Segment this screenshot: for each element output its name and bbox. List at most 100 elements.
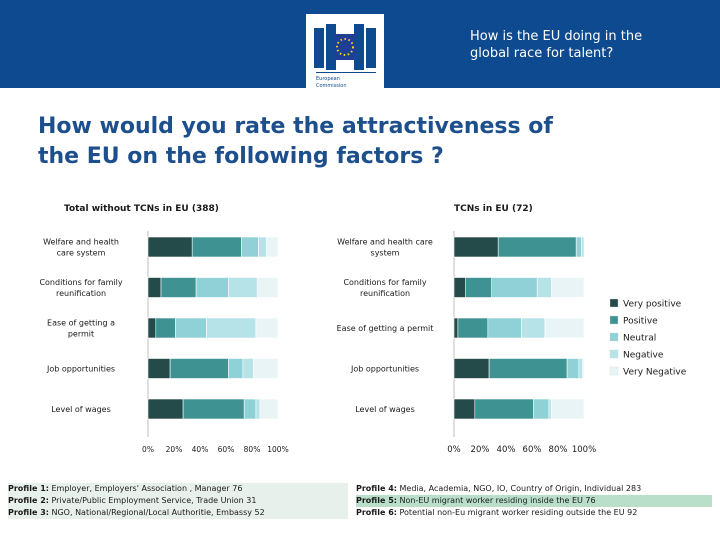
chart-1-bar-2-very-negative bbox=[256, 277, 279, 298]
profile-2-label: Profile 2: bbox=[8, 496, 49, 505]
chart-2-bar-3-neutral bbox=[487, 317, 522, 339]
profile-1: Profile 1: Employer, Employers' Associat… bbox=[8, 483, 348, 495]
profile-6-text: Potential non-Eu migrant worker residing… bbox=[396, 508, 638, 517]
legend-swatch-5 bbox=[609, 366, 619, 376]
chart-1-category-label-3-line-2: permit bbox=[68, 330, 94, 339]
chart-2-category-label-1-line-1: Welfare and health care bbox=[337, 238, 433, 247]
profile-list: Profile 1: Employer, Employers' Associat… bbox=[0, 483, 720, 519]
logo-text-european: European bbox=[316, 76, 340, 82]
chart-2-bar-3-very-positive bbox=[453, 317, 459, 339]
chart-1-bar-1-positive bbox=[191, 236, 242, 258]
chart-2-bar-3-positive bbox=[457, 317, 489, 339]
profile-1-label: Profile 1: bbox=[8, 484, 49, 493]
chart-2-category-label-2-line-1: Conditions for family bbox=[343, 278, 426, 287]
question-title: How would you rate the attractiveness of… bbox=[38, 112, 698, 172]
chart-1-category-label-1-line-1: Welfare and health bbox=[43, 238, 119, 247]
chart-2-x-tick-5: 80% bbox=[549, 445, 568, 455]
profile-1-text: Employer, Employers' Association , Manag… bbox=[48, 484, 243, 493]
chart-2-bar-1-positive bbox=[497, 236, 577, 258]
profile-5: Profile 5: Non-EU migrant worker residin… bbox=[356, 495, 712, 507]
profile-2: Profile 2: Private/Public Employment Ser… bbox=[8, 495, 348, 507]
chart-2-bar-5-neutral bbox=[532, 398, 550, 420]
chart-2-bar-3-negative bbox=[521, 317, 546, 339]
chart-1-bar-3-neutral bbox=[175, 317, 207, 339]
legend-swatch-4 bbox=[609, 349, 619, 359]
profile-4-text: Media, Academia, NGO, IO, Country of Ori… bbox=[396, 484, 642, 493]
chart-1-bar-4-very-negative bbox=[253, 358, 279, 379]
chart-1-bar-1-very-positive bbox=[147, 236, 193, 258]
profile-4-label: Profile 4: bbox=[356, 484, 397, 493]
chart-1-bar-1-very-negative bbox=[265, 236, 279, 258]
chart-1-category-label-2-line-2: reunification bbox=[56, 289, 106, 298]
chart-1-bar-3-positive bbox=[155, 317, 176, 339]
chart-2-category-label-2-line-2: reunification bbox=[360, 289, 410, 298]
slide-title-line-1: How is the EU doing in the bbox=[470, 29, 643, 44]
chart-1-x-tick-5: 80% bbox=[244, 445, 261, 454]
chart-1-title: Total without TCNs in EU (388) bbox=[64, 204, 219, 214]
chart-2-bar-1-neutral bbox=[575, 236, 582, 258]
question-title-line-2: the EU on the following factors ? bbox=[38, 144, 444, 169]
profile-3: Profile 3: NGO, National/Regional/Local … bbox=[8, 507, 348, 519]
chart-1-x-tick-6: 100% bbox=[267, 445, 288, 454]
chart-1-bar-1-negative bbox=[258, 236, 267, 258]
chart-2-bar-5-very-positive bbox=[453, 398, 476, 420]
chart-1-bar-3-very-negative bbox=[255, 317, 279, 339]
profile-row-3: Profile 3: NGO, National/Regional/Local … bbox=[0, 507, 720, 519]
chart-2-x-tick-1: 0% bbox=[447, 445, 461, 455]
profile-2-text: Private/Public Employment Service, Trade… bbox=[48, 496, 257, 505]
chart-2-bar-2-very-positive bbox=[453, 277, 466, 298]
chart-1-bar-4-neutral bbox=[228, 358, 244, 379]
chart-2-bar-3-very-negative bbox=[544, 317, 585, 339]
legend-label-4: Negative bbox=[623, 351, 664, 361]
chart-1-bar-3-negative bbox=[206, 317, 257, 339]
chart-1-category-label-5-line-1: Level of wages bbox=[51, 405, 111, 414]
chart-2-bar-4-neutral bbox=[566, 358, 580, 379]
profile-5-label: Profile 5: bbox=[356, 496, 397, 505]
chart-1-bar-4-negative bbox=[242, 358, 254, 379]
chart-1-x-tick-3: 40% bbox=[192, 445, 209, 454]
header: European Commission How is the EU doing … bbox=[0, 0, 720, 104]
chart-2-bar-2-positive bbox=[465, 277, 493, 298]
chart-2-bar-1-negative bbox=[581, 236, 585, 258]
chart-1-bar-5-very-positive bbox=[147, 398, 184, 420]
stacked-bar-charts: Total without TCNs in EU (388) Welfare an… bbox=[39, 204, 686, 455]
chart-2-bar-4-negative bbox=[578, 358, 583, 379]
legend-swatch-1 bbox=[609, 298, 619, 308]
chart-1-bar-5-neutral bbox=[243, 398, 257, 420]
chart-1-bar-2-positive bbox=[160, 277, 197, 298]
european-commission-logo: European Commission bbox=[306, 14, 384, 100]
chart-2-bar-5-very-negative bbox=[551, 398, 585, 420]
chart-2-category-label-3-line-1: Ease of getting a permit bbox=[337, 324, 434, 333]
legend-swatch-2 bbox=[609, 315, 619, 325]
profile-4: Profile 4: Media, Academia, NGO, IO, Cou… bbox=[356, 483, 712, 495]
chart-2-category-label-4-line-1: Job opportunities bbox=[350, 365, 419, 374]
chart-2-x-tick-3: 40% bbox=[497, 445, 516, 455]
profile-6: Profile 6: Potential non-Eu migrant work… bbox=[356, 507, 712, 519]
profile-3-label: Profile 3: bbox=[8, 508, 49, 517]
chart-1-category-label-1-line-2: care system bbox=[57, 249, 106, 258]
chart-1-bar-4-positive bbox=[169, 358, 229, 379]
chart-2-bar-4-very-positive bbox=[453, 358, 490, 379]
chart-2-bar-2-negative bbox=[536, 277, 552, 298]
chart-1-bar-2-neutral bbox=[195, 277, 229, 298]
chart-2-title: TCNs in EU (72) bbox=[454, 204, 533, 214]
logo-text-commission: Commission bbox=[316, 83, 347, 89]
profile-5-text: Non-EU migrant worker residing inside th… bbox=[396, 496, 596, 505]
chart-1-category-label-4-line-1: Job opportunities bbox=[46, 365, 115, 374]
chart-2-x-tick-4: 60% bbox=[523, 445, 542, 455]
legend-label-3: Neutral bbox=[623, 334, 656, 344]
chart-2-bar-5-negative bbox=[548, 398, 552, 420]
chart-1-bar-3-very-positive bbox=[147, 317, 157, 339]
chart-2-bar-4-positive bbox=[488, 358, 568, 379]
legend-swatch-3 bbox=[609, 332, 619, 342]
slide-title: How is the EU doing in the global race f… bbox=[470, 28, 710, 62]
chart-1-bar-5-negative bbox=[255, 398, 261, 420]
legend-label-2: Positive bbox=[623, 317, 658, 327]
slide-title-line-2: global race for talent? bbox=[470, 46, 614, 61]
profile-6-label: Profile 6: bbox=[356, 508, 397, 517]
legend-label-1: Very positive bbox=[623, 300, 682, 310]
chart-2-bar-2-neutral bbox=[491, 277, 538, 298]
chart-1-x-tick-4: 60% bbox=[218, 445, 235, 454]
profile-row-2: Profile 2: Private/Public Employment Ser… bbox=[0, 495, 720, 507]
chart-1-bar-4-very-positive bbox=[147, 358, 171, 379]
